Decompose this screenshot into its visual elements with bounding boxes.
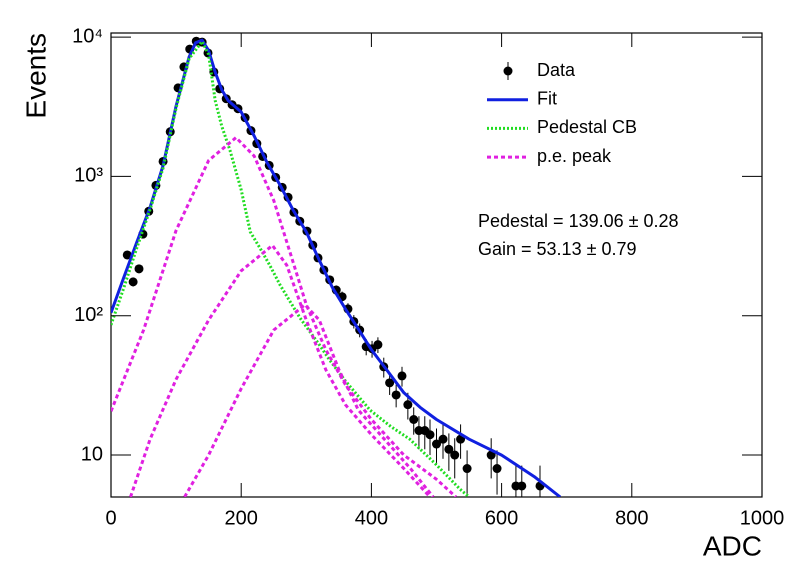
x-axis-label: ADC xyxy=(703,530,762,561)
annotation: Pedestal = 139.06 ± 0.28 xyxy=(478,211,679,231)
data-point xyxy=(432,439,441,449)
data-point xyxy=(444,444,454,454)
legend-label: p.e. peak xyxy=(537,146,612,166)
legend-marker xyxy=(503,66,513,76)
y-tick-label: 10² xyxy=(74,304,103,326)
plot-frame xyxy=(110,32,763,498)
data-point xyxy=(462,464,472,474)
fit-curve xyxy=(111,40,471,497)
data-point xyxy=(517,481,527,491)
y-axis-label: Events xyxy=(20,33,51,119)
plot-area xyxy=(111,36,562,497)
x-tick-label: 400 xyxy=(355,507,388,529)
y-tick-label: 10³ xyxy=(74,165,103,187)
data-point xyxy=(409,414,419,424)
data-point xyxy=(438,434,448,444)
x-tick-label: 1000 xyxy=(740,507,785,529)
data-point xyxy=(134,264,144,274)
y-tick-label: 10⁴ xyxy=(72,25,103,47)
legend-label: Data xyxy=(537,60,576,80)
x-tick-label: 200 xyxy=(225,507,258,529)
data-point xyxy=(492,464,502,474)
data-point xyxy=(397,371,407,381)
x-tick-label: 800 xyxy=(615,507,648,529)
fit-curve xyxy=(183,303,435,497)
data-point xyxy=(373,340,383,350)
legend-label: Pedestal CB xyxy=(537,117,637,137)
data-point xyxy=(128,277,138,287)
fit-curve xyxy=(111,136,458,497)
x-tick-label: 0 xyxy=(105,507,116,529)
annotation: Gain = 53.13 ± 0.79 xyxy=(478,239,637,259)
data-point xyxy=(450,450,460,460)
data-point xyxy=(403,400,413,410)
data-point xyxy=(486,450,496,460)
y-tick-label: 10 xyxy=(81,443,103,465)
fit-curve xyxy=(129,243,432,497)
data-point xyxy=(385,378,395,388)
data-point xyxy=(391,390,401,400)
legend-label: Fit xyxy=(537,88,557,108)
data-point xyxy=(425,430,435,440)
x-tick-label: 600 xyxy=(485,507,518,529)
data-point xyxy=(122,250,132,260)
